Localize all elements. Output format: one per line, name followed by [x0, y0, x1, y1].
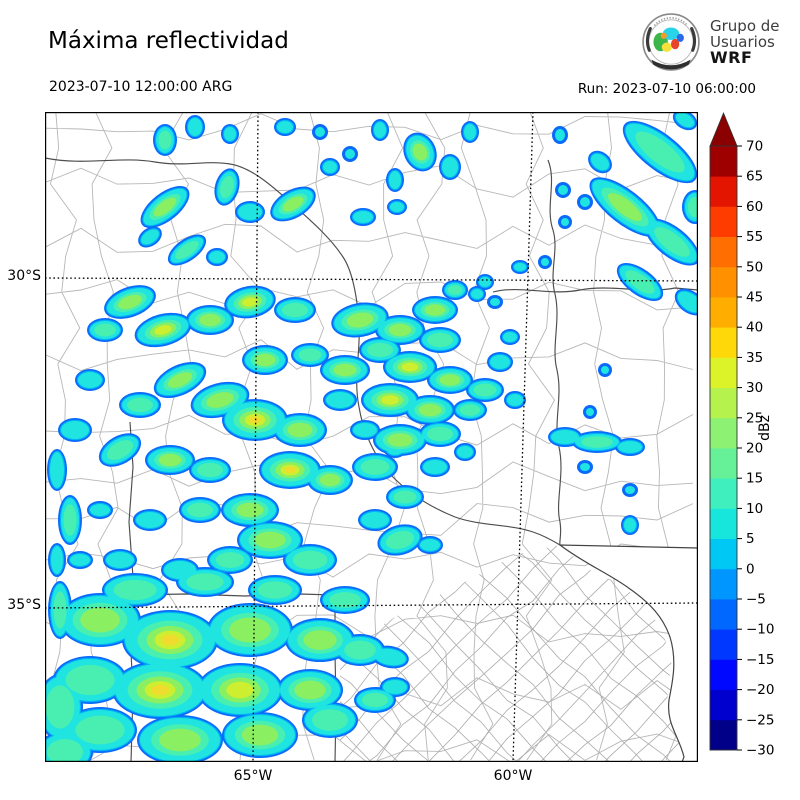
colorbar-segment: [710, 568, 737, 600]
y-tick-label: 35°S: [7, 597, 41, 613]
wrf-logo-emblem-icon: [642, 13, 700, 71]
reflectivity-echoes: [45, 112, 698, 762]
run-time-label: Run: 2023-07-10 06:00:00: [577, 81, 756, 97]
colorbar-tick-label: 50: [746, 259, 763, 275]
colorbar-segment: [710, 327, 737, 358]
wrf-users-group-logo: Grupo de Usuarios WRF: [640, 10, 796, 74]
colorbar-tick-label: −20: [746, 682, 775, 698]
colorbar-segment: [710, 538, 737, 570]
colorbar-tick-label: −10: [746, 622, 775, 638]
colorbar-tick-label: 25: [746, 410, 763, 426]
colorbar-tick-label: 30: [746, 380, 763, 396]
colorbar-segment: [710, 599, 737, 630]
colorbar-tick-label: 40: [746, 320, 763, 336]
colorbar-tick-label: −25: [746, 712, 775, 728]
valid-time-label: 2023-07-10 12:00:00 ARG: [49, 79, 233, 95]
colorbar-segment: [710, 206, 737, 237]
colorbar-tick-label: 0: [746, 561, 755, 577]
logo-line-3: WRF: [710, 48, 753, 67]
colorbar: 7065605550454035302520151050−5−10−15−20−…: [709, 111, 775, 759]
colorbar-tick-label: 70: [746, 139, 763, 155]
colorbar-tick-label: 5: [746, 531, 755, 547]
colorbar-tick-label: 35: [746, 350, 763, 366]
colorbar-segment: [710, 236, 737, 268]
page-title: Máxima reflectividad: [48, 28, 289, 54]
province-boundary: [547, 159, 562, 546]
colorbar-tick-label: 15: [746, 471, 763, 487]
reflectivity-map: [45, 112, 698, 762]
colorbar-segment: [710, 266, 737, 298]
colorbar-tick-label: 45: [746, 290, 763, 306]
colorbar-segment: [710, 719, 737, 751]
map-layers: [45, 112, 698, 762]
map-panel: [45, 112, 698, 762]
colorbar-segment: [710, 357, 737, 388]
colorbar-over-arrow: [709, 111, 738, 147]
colorbar-segment: [710, 629, 737, 660]
colorbar-panel: 70 65 60 55 50 45 40 35 30 25 20 15 10 5 0 −5 −10 −15 −20−…: [705, 108, 800, 768]
colorbar-tick-label: −5: [746, 592, 766, 608]
colorbar-segment: [710, 387, 737, 419]
colorbar-segment: [710, 478, 737, 509]
colorbar-tick-label: 60: [746, 199, 763, 215]
colorbar-segment: [710, 417, 737, 449]
colorbar-tick-label: 10: [746, 501, 763, 517]
colorbar-segment: [710, 146, 737, 177]
colorbar-unit-label: dBz: [756, 415, 773, 441]
y-tick-label: 30°S: [7, 268, 41, 284]
x-tick-label: 65°W: [233, 768, 273, 784]
colorbar-segment: [710, 689, 737, 721]
graticule-line: [512, 112, 534, 762]
x-tick-label: 60°W: [493, 768, 533, 784]
colorbar-tick-label: 65: [746, 169, 763, 185]
colorbar-tick-label: −30: [746, 743, 775, 759]
colorbar-tick-label: 20: [746, 441, 763, 457]
wrf-logo-text: Grupo de Usuarios WRF: [710, 18, 780, 66]
county-boundaries-dense: [340, 545, 684, 762]
logo-line-1: Grupo de: [710, 17, 780, 35]
colorbar-tick-label: −15: [746, 652, 775, 668]
colorbar-tick-label: 55: [746, 229, 763, 245]
rio-de-la-plata-coastline: [558, 544, 698, 762]
colorbar-segment: [710, 176, 737, 207]
colorbar-segment: [710, 448, 737, 479]
logo-line-2: Usuarios: [710, 33, 775, 51]
map-border: [45, 112, 698, 762]
colorbar-segment: [710, 508, 737, 539]
colorbar-segment: [710, 659, 737, 690]
colorbar-segment: [710, 297, 737, 328]
